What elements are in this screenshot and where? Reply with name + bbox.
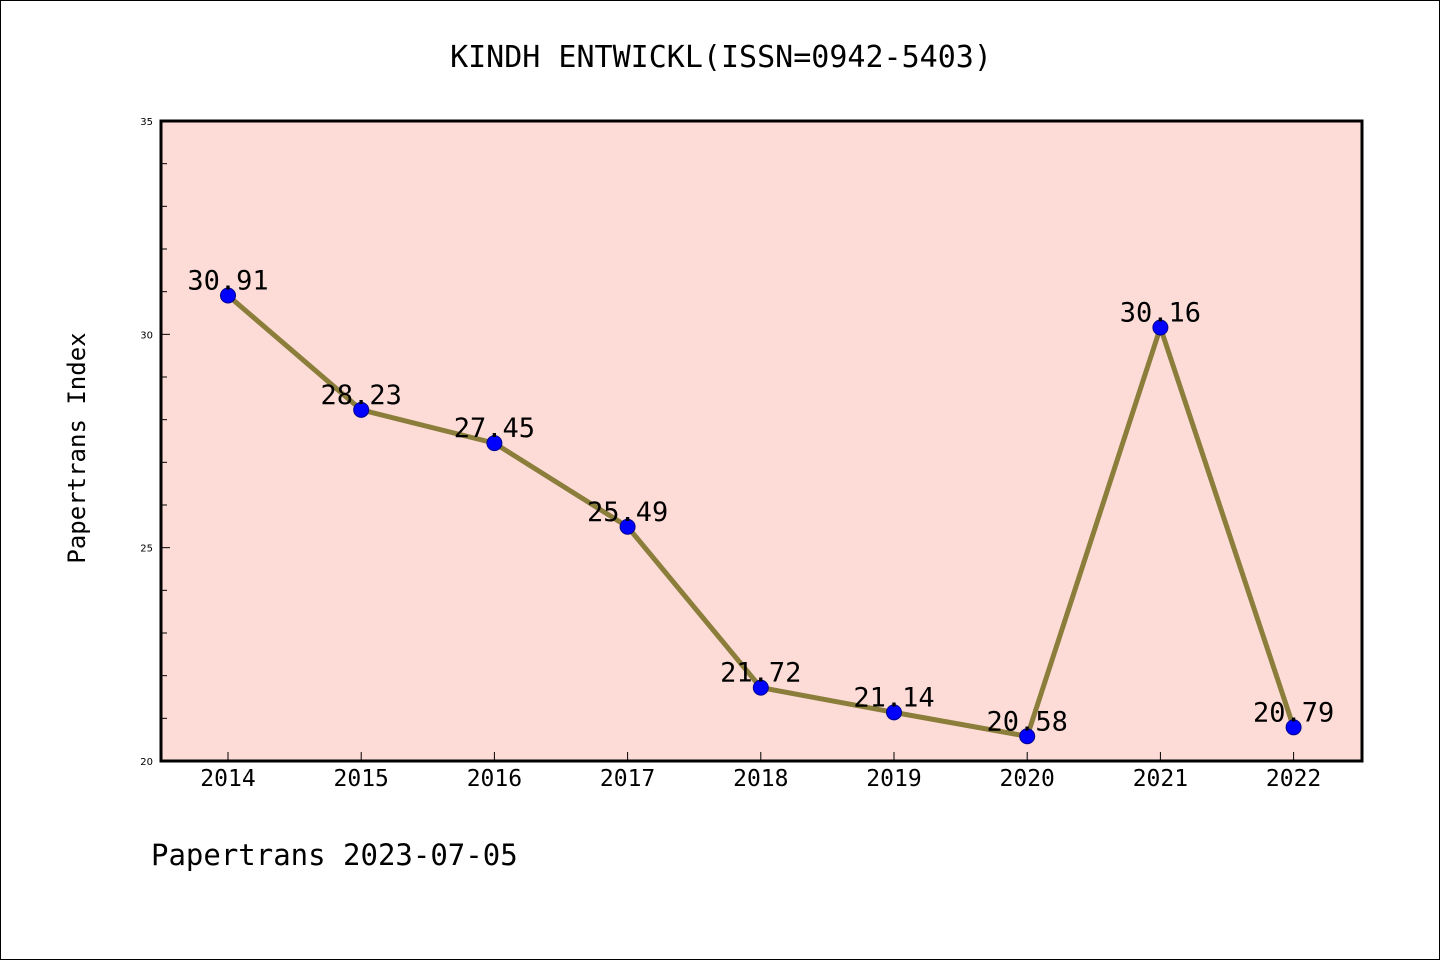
x-tick-label: 2022	[1266, 766, 1321, 792]
data-label: 30.16	[1120, 298, 1201, 329]
footer-text: Papertrans 2023-07-05	[151, 838, 518, 872]
x-tick-label: 2017	[600, 766, 655, 792]
y-tick-label: 30	[140, 330, 153, 341]
x-axis: 2014 2015 2016 2017 2018 2019 2020 2021 2022	[200, 752, 1321, 792]
y-tick-label: 25	[140, 544, 153, 555]
chart-title: KINDH ENTWICKL(ISSN=0942-5403)	[450, 40, 992, 75]
data-label: 20.58	[987, 706, 1068, 737]
x-tick-label: 2014	[200, 766, 255, 792]
y-tick-label: 20	[140, 757, 153, 768]
y-axis: 20 25 30 35	[140, 117, 170, 768]
x-tick-label: 2019	[866, 766, 921, 792]
data-point	[886, 704, 902, 721]
data-label: 20.79	[1253, 697, 1334, 728]
data-label: 21.14	[853, 682, 934, 713]
y-tick-label: 35	[140, 117, 153, 128]
data-point	[353, 401, 370, 418]
data-point	[619, 518, 636, 535]
data-point	[486, 435, 503, 452]
data-label: 21.72	[720, 658, 801, 689]
data-point	[1152, 319, 1169, 336]
x-tick-label: 2018	[733, 766, 788, 792]
x-tick-label: 2016	[467, 766, 522, 792]
data-label: 27.45	[454, 413, 535, 444]
data-label: 28.23	[321, 380, 402, 411]
x-tick-label: 2020	[1000, 766, 1055, 792]
data-label: 30.91	[187, 266, 268, 297]
data-point	[220, 287, 236, 304]
x-tick-label: 2021	[1133, 766, 1188, 792]
x-tick-label: 2015	[334, 766, 389, 792]
data-point	[1019, 728, 1036, 745]
data-labels: 30.91 28.23 27.45 25.49 21.72 21.14 20.58 30.16…	[187, 266, 1334, 738]
plot-area	[159, 119, 1364, 763]
data-label: 25.49	[587, 497, 668, 528]
data-point	[1285, 719, 1302, 736]
series-group	[220, 287, 1302, 745]
y-axis-label: Papertrans Index	[63, 332, 91, 563]
data-point	[752, 679, 769, 696]
